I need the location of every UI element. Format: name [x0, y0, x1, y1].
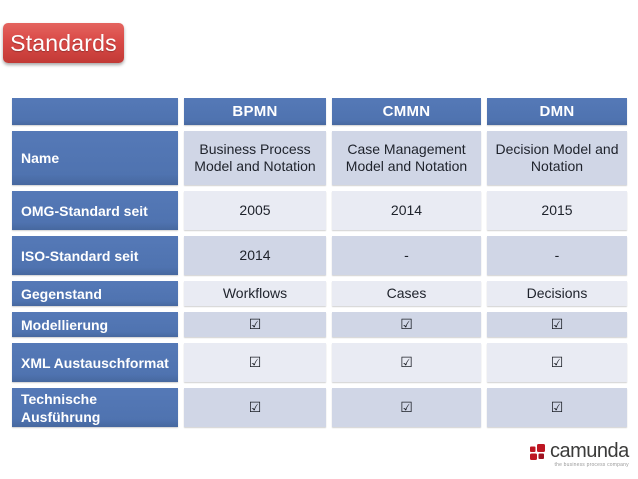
row-label-name: Name [12, 131, 178, 185]
row-label-iso-standard: ISO-Standard seit [12, 236, 178, 275]
camunda-wordmark: camunda [550, 440, 629, 462]
table-header-cmmn: CMMN [332, 98, 481, 125]
cell-name-cmmn: Case Management Model and Notation [332, 131, 481, 185]
table-header-empty [12, 98, 178, 125]
cell-omg-cmmn: 2014 [332, 191, 481, 230]
cell-name-bpmn: Business Process Model and Notation [184, 131, 326, 185]
cell-iso-bpmn: 2014 [184, 236, 326, 275]
checkbox-technische-dmn: ☑ [487, 388, 627, 427]
table-header-dmn: DMN [487, 98, 627, 125]
checkbox-modellierung-dmn: ☑ [487, 312, 627, 337]
camunda-logo-icon [530, 444, 545, 460]
standards-comparison-table: BPMN CMMN DMN Name Business Process Mode… [12, 98, 627, 427]
cell-iso-dmn: - [487, 236, 627, 275]
checkbox-modellierung-bpmn: ☑ [184, 312, 326, 337]
checkbox-xml-bpmn: ☑ [184, 343, 326, 382]
row-label-omg-standard: OMG-Standard seit [12, 191, 178, 230]
checkbox-xml-dmn: ☑ [487, 343, 627, 382]
cell-gegenstand-cmmn: Cases [332, 281, 481, 306]
checkbox-xml-cmmn: ☑ [332, 343, 481, 382]
cell-gegenstand-bpmn: Workflows [184, 281, 326, 306]
row-label-xml-austauschformat: XML Austauschformat [12, 343, 178, 382]
slide-title: Standards [10, 29, 117, 56]
cell-gegenstand-dmn: Decisions [487, 281, 627, 306]
table-header-bpmn: BPMN [184, 98, 326, 125]
camunda-tagline: the business process company [554, 462, 629, 468]
row-label-modellierung: Modellierung [12, 312, 178, 337]
slide-title-badge: Standards [3, 23, 124, 63]
row-label-gegenstand: Gegenstand [12, 281, 178, 306]
cell-omg-dmn: 2015 [487, 191, 627, 230]
camunda-logo: camunda the business process company [530, 441, 629, 468]
checkbox-technische-bpmn: ☑ [184, 388, 326, 427]
cell-omg-bpmn: 2005 [184, 191, 326, 230]
cell-name-dmn: Decision Model and Notation [487, 131, 627, 185]
row-label-technische-ausfuehrung: Technische Ausführung [12, 388, 178, 427]
cell-iso-cmmn: - [332, 236, 481, 275]
camunda-logo-text: camunda the business process company [550, 441, 629, 468]
checkbox-technische-cmmn: ☑ [332, 388, 481, 427]
checkbox-modellierung-cmmn: ☑ [332, 312, 481, 337]
